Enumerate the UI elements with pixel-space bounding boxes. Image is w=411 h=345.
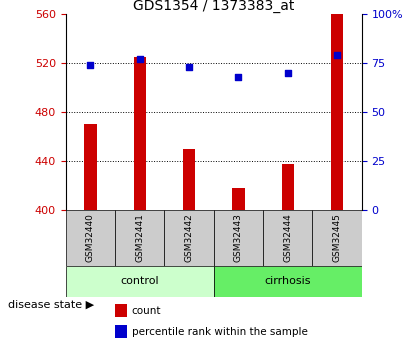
Title: GDS1354 / 1373383_at: GDS1354 / 1373383_at (133, 0, 294, 13)
Bar (282, 164, 294, 210)
Text: GSM32445: GSM32445 (332, 214, 342, 263)
Bar (331, 14, 343, 210)
Bar (164, 210, 214, 266)
Text: GSM32443: GSM32443 (234, 214, 243, 263)
Bar (134, 57, 146, 210)
Bar (183, 149, 195, 210)
Bar (214, 210, 263, 266)
Point (284, 70, 291, 76)
Bar (115, 210, 164, 266)
Point (136, 56, 143, 62)
Text: GSM32444: GSM32444 (283, 214, 292, 263)
Point (235, 74, 242, 79)
Text: GSM32440: GSM32440 (86, 214, 95, 263)
Bar (84, 125, 97, 210)
Text: percentile rank within the sample: percentile rank within the sample (132, 327, 307, 337)
Point (87, 62, 94, 68)
Bar (312, 210, 362, 266)
Point (334, 52, 340, 58)
Text: GSM32441: GSM32441 (135, 214, 144, 263)
Bar (115, 325, 127, 338)
Bar (115, 304, 127, 317)
Text: cirrhosis: cirrhosis (264, 276, 311, 286)
Text: GSM32442: GSM32442 (185, 214, 194, 263)
Bar (66, 266, 214, 297)
Bar (214, 266, 362, 297)
Point (186, 64, 192, 70)
Text: disease state ▶: disease state ▶ (8, 300, 95, 310)
Text: count: count (132, 306, 161, 316)
Bar (232, 188, 245, 210)
Text: control: control (120, 276, 159, 286)
Bar (263, 210, 312, 266)
Bar (66, 210, 115, 266)
